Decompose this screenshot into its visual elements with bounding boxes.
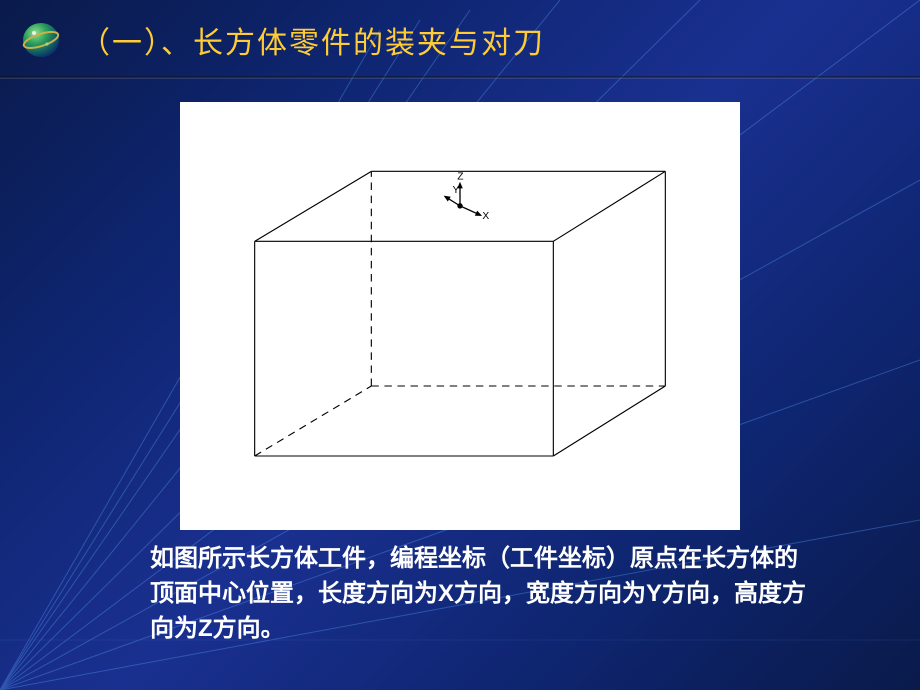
slide-title: （一）、长方体零件的装夹与对刀	[80, 18, 545, 62]
svg-text:Z: Z	[457, 172, 463, 183]
slide-header: （一）、长方体零件的装夹与对刀	[0, 0, 920, 72]
svg-text:Y: Y	[453, 185, 460, 196]
globe-icon	[20, 20, 62, 60]
cuboid-diagram: ZY X	[180, 102, 740, 530]
cuboid-figure: ZY X	[180, 102, 740, 530]
svg-text:X: X	[482, 211, 489, 222]
header-underline	[0, 76, 920, 79]
caption-text: 如图所示长方体工件，编程坐标（工件坐标）原点在长方体的顶面中心位置，长度方向为X…	[0, 530, 920, 646]
figure-container: ZY X	[0, 102, 920, 530]
